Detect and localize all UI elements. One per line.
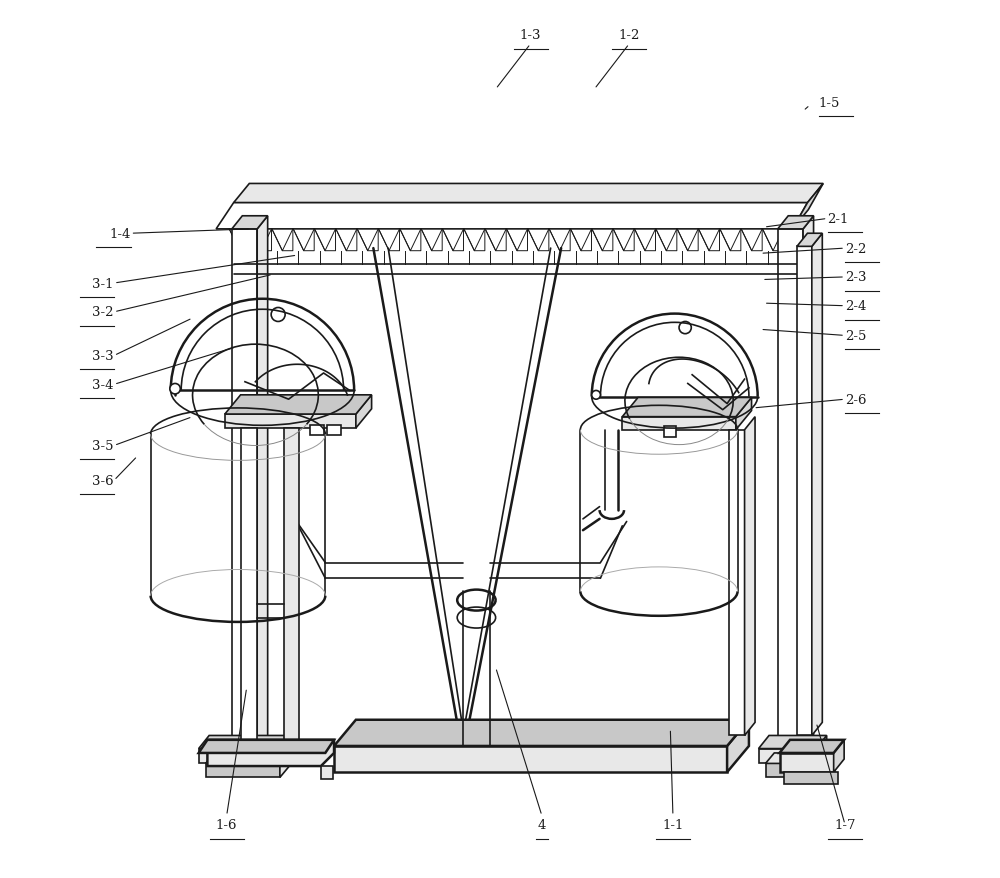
Circle shape xyxy=(170,384,180,394)
Polygon shape xyxy=(334,746,727,773)
Polygon shape xyxy=(778,230,803,758)
Text: 1-3: 1-3 xyxy=(520,30,541,42)
Text: 2-5: 2-5 xyxy=(845,329,866,342)
Polygon shape xyxy=(622,398,752,417)
Text: 1-1: 1-1 xyxy=(662,818,684,831)
Polygon shape xyxy=(216,204,807,230)
Polygon shape xyxy=(780,740,844,753)
Polygon shape xyxy=(736,398,752,430)
Polygon shape xyxy=(580,430,738,592)
Polygon shape xyxy=(151,435,325,596)
Polygon shape xyxy=(727,720,749,773)
Text: 2-4: 2-4 xyxy=(845,300,866,313)
Polygon shape xyxy=(199,740,334,753)
Polygon shape xyxy=(797,234,822,247)
Polygon shape xyxy=(356,395,372,428)
Polygon shape xyxy=(812,234,822,736)
Polygon shape xyxy=(816,736,827,764)
Polygon shape xyxy=(310,425,324,435)
Polygon shape xyxy=(334,720,749,746)
Polygon shape xyxy=(622,417,736,430)
Text: 1-2: 1-2 xyxy=(619,30,640,42)
Text: 3-1: 3-1 xyxy=(92,277,114,291)
Polygon shape xyxy=(241,428,257,740)
Text: 4: 4 xyxy=(538,818,546,831)
Polygon shape xyxy=(225,414,356,428)
Polygon shape xyxy=(809,753,818,778)
Polygon shape xyxy=(232,217,268,230)
Text: 2-6: 2-6 xyxy=(845,393,867,407)
Polygon shape xyxy=(321,766,333,780)
Polygon shape xyxy=(257,217,268,758)
Polygon shape xyxy=(284,428,299,740)
Polygon shape xyxy=(286,736,296,764)
Polygon shape xyxy=(834,740,844,773)
Text: 3-5: 3-5 xyxy=(92,440,114,452)
Polygon shape xyxy=(803,217,814,758)
Polygon shape xyxy=(729,430,745,736)
Polygon shape xyxy=(793,184,823,230)
Polygon shape xyxy=(664,427,676,437)
Text: 1-5: 1-5 xyxy=(819,97,840,110)
Polygon shape xyxy=(327,425,341,435)
Polygon shape xyxy=(206,764,280,778)
Polygon shape xyxy=(280,753,289,778)
Polygon shape xyxy=(766,753,818,764)
Polygon shape xyxy=(234,184,823,204)
Polygon shape xyxy=(225,395,372,414)
Text: 3-4: 3-4 xyxy=(92,378,114,392)
Polygon shape xyxy=(766,764,809,778)
Polygon shape xyxy=(797,247,812,736)
Polygon shape xyxy=(232,230,257,758)
Polygon shape xyxy=(199,749,286,764)
Text: 3-2: 3-2 xyxy=(92,306,114,319)
Polygon shape xyxy=(207,740,334,766)
Polygon shape xyxy=(759,736,827,749)
Polygon shape xyxy=(745,417,755,736)
Text: 1-7: 1-7 xyxy=(834,818,856,831)
Text: 3-6: 3-6 xyxy=(92,474,114,487)
Circle shape xyxy=(592,391,600,399)
Polygon shape xyxy=(778,217,814,230)
Polygon shape xyxy=(759,749,816,764)
Polygon shape xyxy=(206,753,289,764)
Text: 1-6: 1-6 xyxy=(216,818,237,831)
Text: 2-3: 2-3 xyxy=(845,271,867,284)
Polygon shape xyxy=(780,753,834,773)
Text: 2-1: 2-1 xyxy=(828,212,849,226)
Polygon shape xyxy=(784,773,838,784)
Text: 3-3: 3-3 xyxy=(92,349,114,363)
Text: 2-2: 2-2 xyxy=(845,242,866,255)
Polygon shape xyxy=(199,736,296,749)
Text: 1-4: 1-4 xyxy=(109,227,131,241)
